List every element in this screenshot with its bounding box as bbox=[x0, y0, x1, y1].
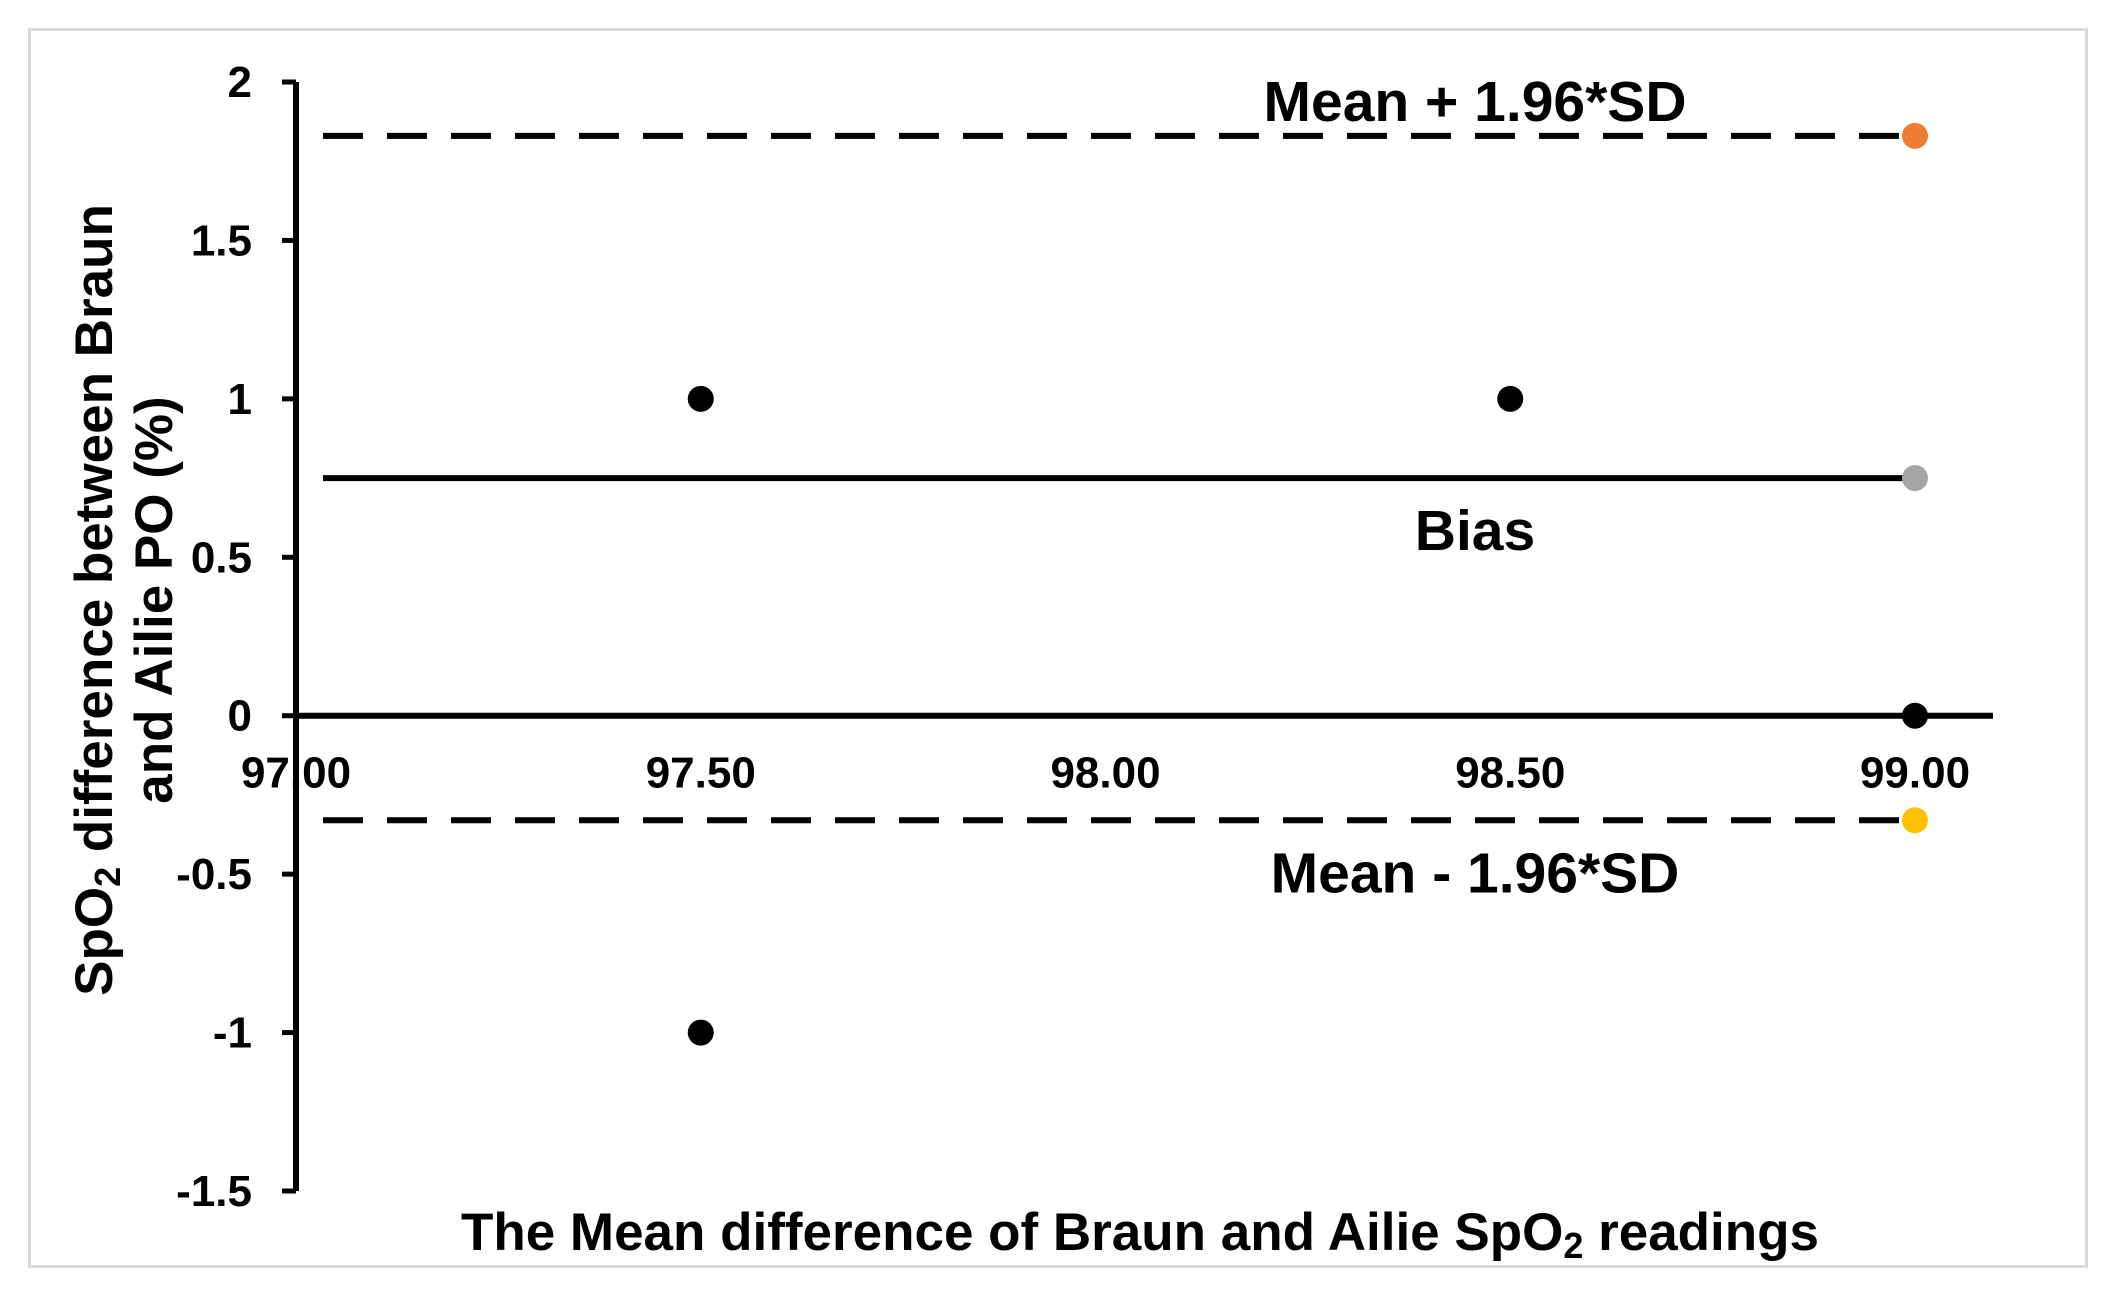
y-tick-label: -0.5 bbox=[176, 850, 252, 899]
annotations: Mean + 1.96*SD Bias Mean - 1.96*SD bbox=[1264, 70, 1687, 905]
tick-labels: 2 1.5 1 0.5 0 -0.5 -1 -1.5 97.00 97.50 98.00 98.50 9… bbox=[176, 58, 1970, 1216]
y-tick-label: -1 bbox=[213, 1009, 252, 1058]
y-tick-label: 0.5 bbox=[191, 533, 252, 582]
chart-frame bbox=[28, 28, 2088, 1268]
bias-marker bbox=[1902, 465, 1928, 492]
data-point bbox=[1497, 385, 1524, 412]
y-tick-label: 1 bbox=[228, 375, 252, 424]
data-points bbox=[687, 122, 1928, 1046]
y-tick-label: -1.5 bbox=[176, 1167, 252, 1216]
axes bbox=[282, 79, 1993, 1194]
data-point bbox=[687, 1019, 714, 1046]
upper_limit-label: Mean + 1.96*SD bbox=[1264, 70, 1687, 134]
y-axis-title-line2: and Ailie PO (%) bbox=[125, 396, 184, 803]
x-tick-label: 99.00 bbox=[1860, 749, 1970, 798]
y-tick-label: 1.5 bbox=[191, 216, 252, 265]
y-tick-label: 0 bbox=[228, 692, 252, 741]
x-tick-label: 98.50 bbox=[1455, 749, 1565, 798]
x-tick-label: 98.00 bbox=[1050, 749, 1160, 798]
y-tick-label: 2 bbox=[228, 58, 252, 107]
lower_limit-marker bbox=[1902, 807, 1928, 834]
x-tick-label: 97.50 bbox=[646, 749, 756, 798]
upper_limit-marker bbox=[1902, 122, 1928, 149]
y-axis-title: SpO2 difference between Braun and Ailie … bbox=[65, 204, 184, 996]
data-point bbox=[1902, 702, 1928, 729]
x-tick-label: 97.00 bbox=[241, 749, 351, 798]
data-point bbox=[687, 385, 714, 412]
lower_limit-label: Mean - 1.96*SD bbox=[1271, 841, 1680, 905]
x-axis-title: The Mean difference of Braun and Ailie S… bbox=[461, 1203, 1819, 1266]
reference-lines bbox=[323, 132, 1915, 824]
bias-label: Bias bbox=[1415, 499, 1535, 563]
y-axis-title-line1: SpO2 difference between Braun bbox=[65, 204, 128, 996]
